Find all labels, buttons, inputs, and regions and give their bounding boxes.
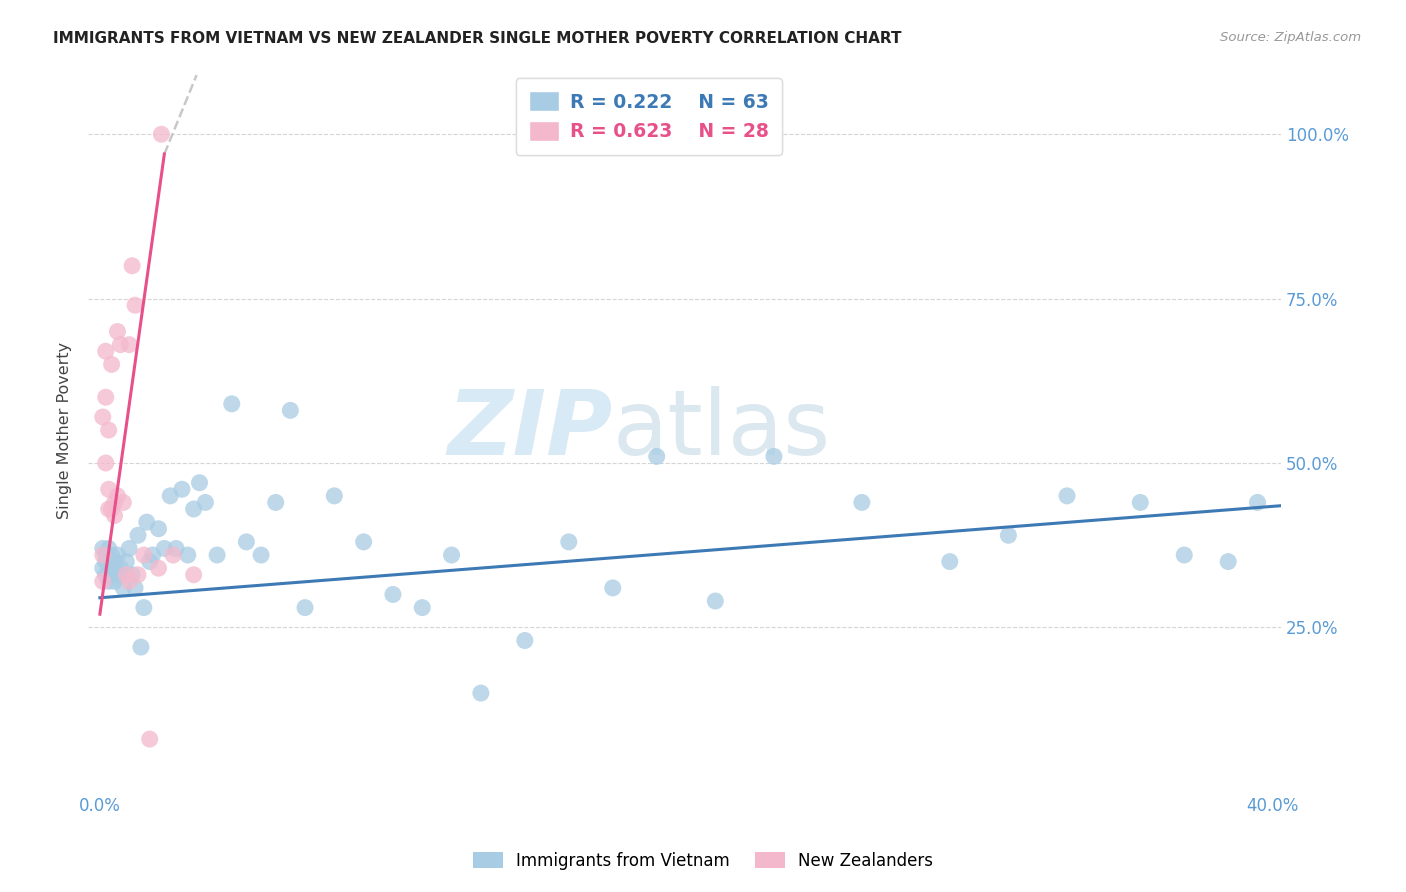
Point: [91, 561, 114, 575]
Point: [94, 390, 117, 404]
Point: [97, 541, 120, 556]
Point: [148, 522, 170, 536]
Point: [124, 298, 146, 312]
Point: [205, 548, 228, 562]
Point: [103, 508, 125, 523]
Point: [150, 128, 173, 142]
Point: [100, 502, 122, 516]
Point: [194, 495, 217, 509]
Point: [602, 581, 624, 595]
Point: [353, 534, 375, 549]
Point: [94, 567, 117, 582]
Point: [94, 344, 117, 359]
Point: [250, 548, 273, 562]
Point: [127, 528, 149, 542]
Point: [91, 548, 114, 562]
Point: [235, 534, 257, 549]
Point: [558, 534, 581, 549]
Point: [997, 528, 1019, 542]
Point: [645, 450, 668, 464]
Point: [121, 259, 143, 273]
Point: [115, 567, 138, 582]
Point: [939, 555, 962, 569]
Point: [118, 541, 141, 556]
Point: [124, 581, 146, 595]
Point: [110, 561, 132, 575]
Point: [127, 567, 149, 582]
Point: [132, 600, 155, 615]
Point: [100, 357, 122, 371]
Point: [1129, 495, 1152, 509]
Point: [103, 555, 125, 569]
Point: [97, 483, 120, 497]
Point: [118, 574, 141, 589]
Legend: Immigrants from Vietnam, New Zealanders: Immigrants from Vietnam, New Zealanders: [467, 846, 939, 877]
Point: [138, 555, 160, 569]
Point: [91, 409, 114, 424]
Point: [294, 600, 316, 615]
Point: [762, 450, 785, 464]
Point: [97, 423, 120, 437]
Point: [91, 541, 114, 556]
Point: [165, 541, 187, 556]
Point: [280, 403, 302, 417]
Point: [94, 456, 117, 470]
Point: [513, 633, 536, 648]
Text: Source: ZipAtlas.com: Source: ZipAtlas.com: [1220, 31, 1361, 45]
Point: [97, 574, 120, 589]
Point: [159, 489, 181, 503]
Point: [221, 397, 243, 411]
Point: [103, 495, 125, 509]
Text: IMMIGRANTS FROM VIETNAM VS NEW ZEALANDER SINGLE MOTHER POVERTY CORRELATION CHART: IMMIGRANTS FROM VIETNAM VS NEW ZEALANDER…: [53, 31, 901, 46]
Point: [183, 502, 205, 516]
Text: ZIP: ZIP: [447, 386, 613, 475]
Point: [103, 574, 125, 589]
Point: [851, 495, 873, 509]
Point: [381, 587, 404, 601]
Point: [94, 548, 117, 562]
Point: [121, 567, 143, 582]
Point: [142, 548, 165, 562]
Point: [107, 567, 129, 582]
Point: [110, 337, 132, 351]
Point: [162, 548, 184, 562]
Point: [100, 567, 122, 582]
Point: [1246, 495, 1268, 509]
Point: [100, 548, 122, 562]
Point: [183, 567, 205, 582]
Point: [129, 640, 152, 654]
Text: atlas: atlas: [613, 386, 831, 475]
Point: [323, 489, 346, 503]
Point: [148, 561, 170, 575]
Point: [1173, 548, 1195, 562]
Point: [97, 555, 120, 569]
Point: [704, 594, 727, 608]
Point: [112, 581, 135, 595]
Point: [470, 686, 492, 700]
Point: [177, 548, 200, 562]
Point: [1056, 489, 1078, 503]
Y-axis label: Single Mother Poverty: Single Mother Poverty: [58, 342, 72, 518]
Point: [411, 600, 433, 615]
Legend: R = 0.222    N = 63, R = 0.623    N = 28: R = 0.222 N = 63, R = 0.623 N = 28: [516, 78, 782, 154]
Point: [91, 574, 114, 589]
Point: [97, 502, 120, 516]
Point: [153, 541, 176, 556]
Point: [188, 475, 211, 490]
Point: [440, 548, 463, 562]
Point: [115, 555, 138, 569]
Point: [107, 489, 129, 503]
Point: [138, 732, 160, 747]
Point: [135, 515, 157, 529]
Point: [118, 337, 141, 351]
Point: [107, 548, 129, 562]
Point: [94, 555, 117, 569]
Point: [132, 548, 155, 562]
Point: [103, 561, 125, 575]
Point: [107, 325, 129, 339]
Point: [264, 495, 287, 509]
Point: [1218, 555, 1240, 569]
Point: [170, 483, 193, 497]
Point: [112, 495, 135, 509]
